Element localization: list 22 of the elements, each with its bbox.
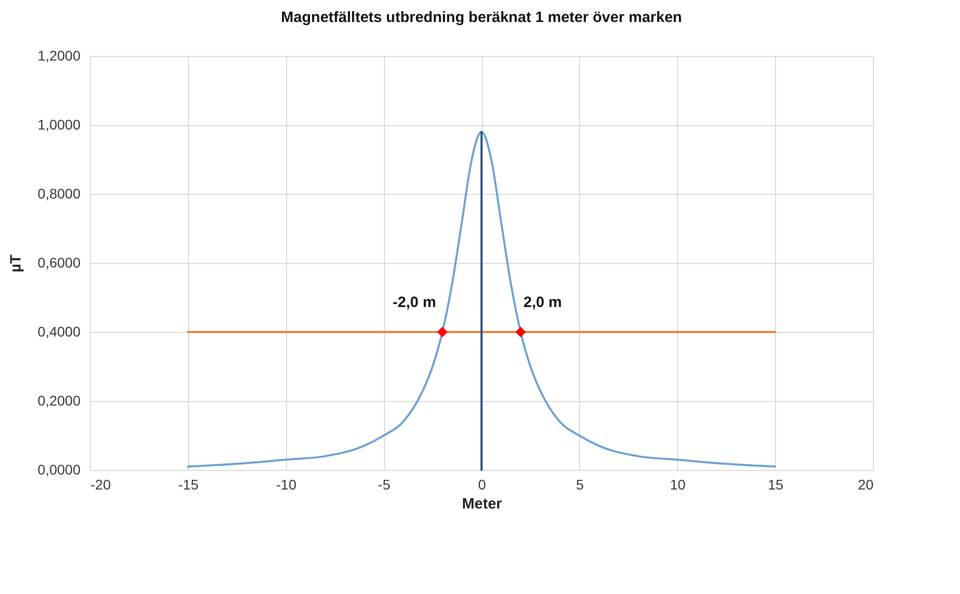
chart-title: Magnetfälltets utbredning beräknat 1 meter över marken [281, 9, 682, 26]
line-series [186, 130, 776, 468]
x-axis-title: Meter [462, 496, 502, 512]
y-axis-title: µT [8, 254, 25, 272]
y-tick-label: 0,2000 [38, 392, 81, 408]
x-tick-label: 10 [670, 476, 686, 492]
y-tick-label: 0,6000 [38, 254, 81, 270]
y-tick-label: 0,4000 [38, 324, 81, 340]
y-tick-label: 1,0000 [38, 116, 81, 132]
y-tick-label: 0,8000 [38, 186, 81, 202]
x-tick-label: 15 [768, 476, 784, 492]
x-tick-label: -5 [378, 476, 391, 492]
x-tick-label: 0 [478, 476, 486, 492]
x-tick-label: -10 [276, 476, 297, 492]
y-tick-label: 0,0000 [38, 462, 81, 478]
y-tick-label: 1,2000 [38, 48, 81, 64]
x-tick-label: 5 [576, 476, 584, 492]
x-tick-label: 20 [858, 476, 874, 492]
annotation: -2,0 m [392, 294, 436, 311]
x-tick-label: -20 [90, 476, 111, 492]
x-tick-label: -15 [178, 476, 199, 492]
annotation: 2,0 m [523, 294, 562, 311]
